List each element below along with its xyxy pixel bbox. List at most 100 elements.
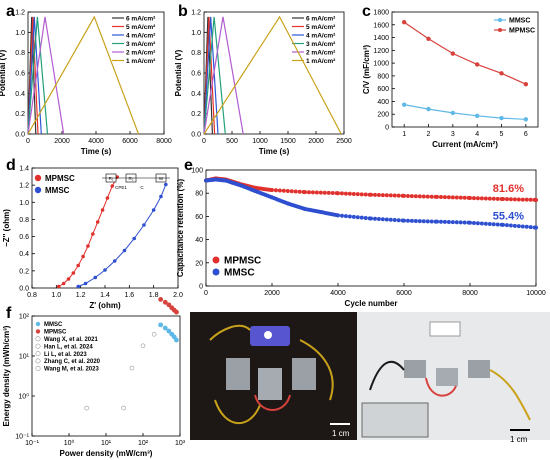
f-y-tick-label: 10⁰ — [18, 393, 29, 401]
a-x-tick-label: 8000 — [156, 138, 172, 145]
d-data-point — [66, 277, 71, 281]
b-y-tick-label: 0.8 — [191, 50, 201, 57]
e-y-tick-label: 60 — [195, 214, 203, 221]
a-x-tick-label: 2000 — [54, 138, 70, 145]
e-data-point — [524, 197, 529, 202]
panel-f: 10⁻¹ 10⁰ 10¹ 10² 10³ 10⁻¹ 10⁰ 10¹ 10² Power densi… — [2, 297, 186, 458]
d-data-point — [76, 263, 81, 268]
c-x-axis-label: Current (mA/cm²) — [432, 140, 498, 149]
d-y-tick-label: 0.6 — [19, 234, 29, 241]
f-data-point — [162, 325, 168, 331]
f-x-tick-label: 10⁰ — [64, 439, 75, 447]
a-legend-label: 6 mA/cm² — [126, 16, 156, 23]
f-data-point — [158, 322, 164, 328]
d-data-point — [112, 259, 117, 263]
e-data-point — [425, 194, 430, 199]
e-x-axis-label: Cycle number — [345, 299, 398, 308]
d-data-point — [93, 275, 98, 280]
b-y-axis-label: Potential (V) — [174, 49, 183, 96]
c-y-tick-label: 0 — [385, 125, 389, 132]
c-y-tick-label: 1800 — [373, 10, 389, 17]
d-y-axis-label: −Z'' (ohm) — [2, 209, 11, 247]
b-x-tick-label: 500 — [226, 138, 238, 145]
e-data-point — [528, 225, 533, 230]
photo-h-wire-yellow — [489, 369, 531, 421]
e-data-point — [491, 222, 496, 227]
panel-label-c: c — [362, 3, 371, 20]
c-data-point — [499, 115, 504, 121]
c-y-tick-label: 1600 — [373, 22, 389, 29]
e-data-point — [429, 194, 434, 199]
d-data-point — [105, 196, 110, 200]
e-data-point — [372, 216, 377, 221]
e-data-point — [359, 192, 364, 197]
c-data-point — [474, 62, 480, 67]
d-data-point — [164, 182, 168, 187]
b-legend-label: 5 mA/cm² — [306, 24, 336, 31]
e-data-point — [289, 189, 294, 194]
e-data-point — [504, 197, 509, 202]
c-legend-marker — [498, 28, 502, 32]
f-data-point — [151, 331, 157, 337]
a-legend-label: 2 mA/cm² — [126, 50, 156, 57]
a-legend-label: 1 mA/cm² — [126, 58, 156, 65]
e-data-point — [402, 218, 406, 223]
e-data-point — [306, 190, 311, 195]
e-data-point — [454, 220, 459, 225]
e-data-point — [462, 220, 467, 225]
c-y-tick-label: 1200 — [373, 48, 389, 55]
d-y-tick-label: 1.4 — [19, 166, 29, 173]
e-data-point — [528, 197, 533, 202]
d-y-tick-label: 0.4 — [19, 251, 29, 258]
c-y-tick-label: 600 — [377, 86, 389, 93]
e-data-point — [396, 193, 401, 198]
charts-layer: 0 2000 4000 6000 80000.00.20.40.60.81.01.2Ti… — [0, 10, 546, 459]
e-data-point — [388, 193, 393, 198]
e-data-point — [421, 194, 426, 199]
b-y-tick-label: 0.6 — [191, 71, 201, 78]
c-data-point — [450, 110, 456, 116]
e-data-point — [421, 219, 426, 224]
e-data-point — [442, 219, 447, 224]
d-legend-label: MMSC — [45, 186, 70, 195]
c-data-point — [523, 117, 529, 122]
panel-d: 0.8 1.0 1.2 1.4 1.6 1.8 2.0 0.0 0.2 0.4 0.6 0.8 1.0 1… — [2, 166, 183, 311]
f-x-tick-label: 10¹ — [101, 440, 112, 447]
e-data-point — [458, 220, 463, 225]
d-x-tick-label: 1.4 — [100, 292, 110, 299]
f-legend-marker — [35, 343, 41, 349]
e-data-point — [409, 194, 414, 199]
e-data-point — [516, 197, 521, 202]
photo-g-wire-2 — [299, 339, 334, 401]
f-data-point — [129, 365, 135, 371]
e-data-point — [376, 193, 381, 198]
d-circuit-label: CPE1 — [115, 185, 127, 190]
e-data-point — [462, 195, 467, 200]
photo-g: 1 cm — [190, 312, 357, 440]
e-data-point — [487, 221, 492, 226]
f-data-point — [140, 343, 146, 349]
c-x-tick-label: 1 — [402, 131, 406, 138]
a-series-line — [27, 15, 140, 135]
d-fit-line — [78, 184, 167, 287]
panel-label-e: e — [184, 157, 193, 174]
e-data-point — [343, 191, 348, 196]
e-data-point — [392, 218, 397, 223]
e-data-point — [501, 197, 505, 201]
c-series-line — [404, 104, 526, 120]
e-data-point — [392, 193, 397, 198]
e-data-point — [355, 192, 360, 197]
b-series-line — [203, 16, 226, 135]
e-data-point — [417, 219, 422, 224]
photo-h-display-small — [429, 321, 461, 337]
f-legend-marker — [35, 321, 41, 327]
c-x-tick-label: 3 — [451, 131, 455, 138]
e-data-point — [446, 220, 451, 225]
e-data-point — [483, 196, 488, 201]
f-legend-marker — [35, 336, 41, 342]
a-y-tick-label: 0.0 — [15, 132, 25, 139]
d-data-point — [132, 236, 136, 241]
e-data-point — [297, 189, 302, 194]
f-data-point — [166, 302, 172, 308]
e-data-point — [471, 196, 476, 201]
